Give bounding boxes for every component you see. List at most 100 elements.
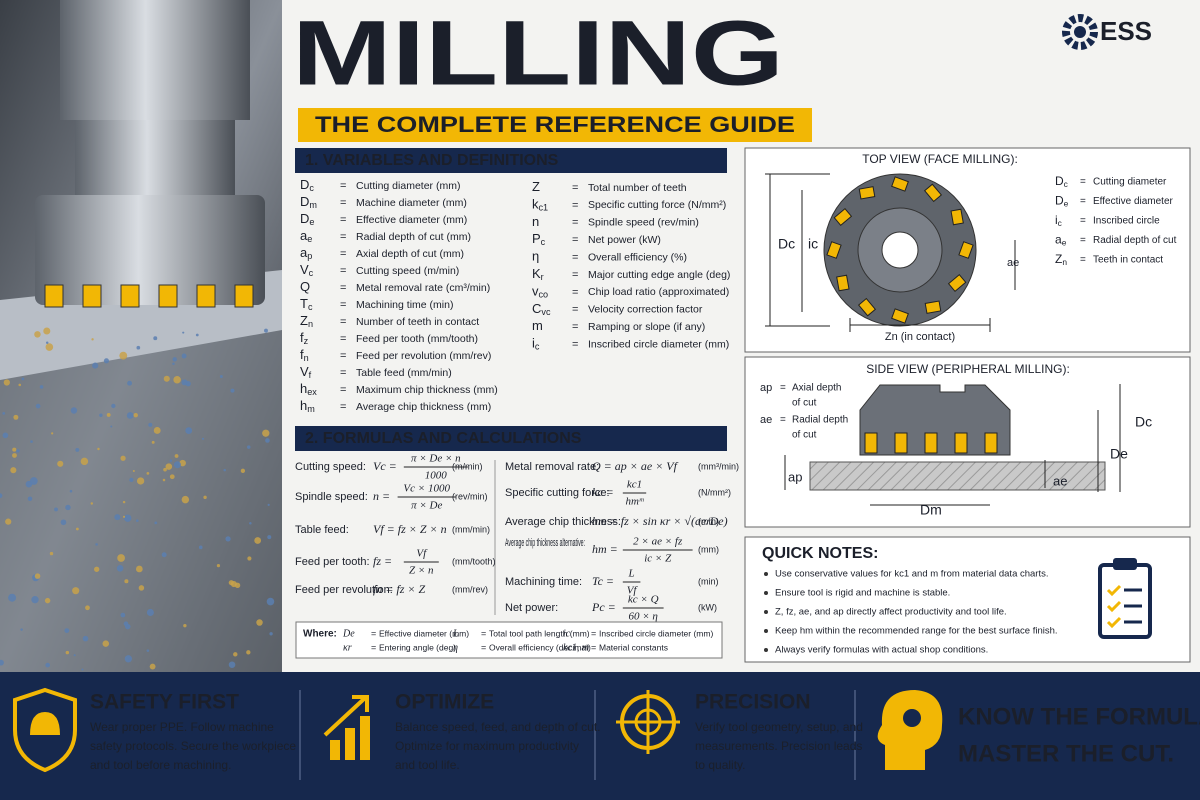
- chip: [0, 659, 4, 666]
- chip: [254, 537, 262, 544]
- dimension-label: ae: [1053, 473, 1067, 488]
- footer-text: and tool life.: [395, 758, 460, 772]
- symbol-main: D: [1055, 194, 1064, 208]
- dimension-label: Zn (in contact): [885, 331, 955, 343]
- definition: Ramping or slope (if any): [588, 321, 705, 333]
- chip: [122, 500, 126, 504]
- where-label: Where:: [303, 629, 337, 640]
- symbol: Vf: [300, 364, 312, 380]
- symbol-sub: n: [304, 353, 309, 363]
- chip: [148, 422, 153, 427]
- chip: [5, 518, 12, 525]
- symbol-sub: c: [535, 342, 540, 352]
- formula-label: Table feed:: [295, 524, 349, 536]
- separator: =: [1080, 235, 1086, 246]
- chip: [174, 454, 179, 458]
- symbol-sub: z: [304, 336, 309, 346]
- formula-label: Spindle speed:: [295, 491, 368, 503]
- chip: [43, 327, 51, 335]
- definition: Cutting diameter: [1093, 177, 1167, 188]
- chip: [264, 328, 268, 333]
- icon-cross: [616, 690, 680, 754]
- chip: [119, 351, 128, 360]
- chip: [225, 536, 231, 542]
- chip: [110, 425, 113, 428]
- symbol-main: V: [300, 262, 309, 277]
- chip: [228, 661, 236, 669]
- numerator: kc1: [627, 479, 642, 491]
- separator: =: [340, 384, 346, 396]
- cutter-hole: [881, 231, 919, 269]
- footer-band: [0, 672, 1200, 800]
- chip: [92, 362, 99, 369]
- denominator: hmᵐ: [625, 496, 643, 508]
- chip: [219, 374, 223, 378]
- symbol: ae: [760, 414, 772, 426]
- chip: [172, 357, 177, 362]
- unit: (N/mm²): [698, 487, 731, 497]
- clipboard: [1098, 563, 1152, 639]
- note: Z, fz, ae, and ap directly affect produc…: [775, 607, 1007, 618]
- symbol: ic: [563, 628, 571, 639]
- separator: =: [572, 286, 578, 298]
- formula-label: Feed per tooth:: [295, 556, 370, 568]
- chip: [183, 623, 187, 628]
- chip: [49, 551, 54, 556]
- formula-label: Net power:: [505, 602, 558, 614]
- formula: Q = ap × ae × Vf: [592, 459, 679, 473]
- chip: [54, 507, 58, 512]
- check: [1106, 600, 1122, 613]
- symbol-main: k: [532, 197, 539, 212]
- separator: =: [481, 628, 486, 638]
- separator: =: [481, 642, 486, 652]
- unit: (mm): [698, 544, 719, 554]
- symbol-main: v: [532, 284, 539, 299]
- separator: =: [340, 316, 346, 328]
- symbol-main: a: [300, 228, 308, 243]
- separator: =: [340, 367, 346, 379]
- symbol-sub: e: [1062, 238, 1067, 248]
- footer-title: SAFETY FIRST: [90, 691, 239, 714]
- insert: [947, 273, 967, 293]
- icon-helmet: [30, 712, 60, 735]
- chip: [132, 469, 135, 473]
- numerator: Vc × 1000: [403, 483, 450, 495]
- insert: [923, 183, 943, 203]
- symbol: De: [300, 211, 314, 227]
- symbol-sub: n: [308, 319, 313, 329]
- definition: Effective diameter (mm): [379, 628, 469, 638]
- symbol-main: Z: [300, 313, 308, 328]
- separator: =: [1080, 196, 1086, 207]
- formula-label: Metal removal rate:: [505, 461, 599, 473]
- note: Ensure tool is rigid and machine is stab…: [775, 588, 950, 599]
- chip: [146, 471, 150, 475]
- unit: (mm/tooth): [452, 556, 496, 566]
- chip: [75, 527, 79, 531]
- chip: [16, 449, 20, 453]
- chip: [117, 554, 125, 562]
- main-title: MILLING: [292, 2, 784, 104]
- panel-title: SIDE VIEW (PERIPHERAL MILLING):: [866, 362, 1070, 376]
- symbol-main: η: [532, 249, 539, 264]
- symbol-main: Z: [1055, 252, 1062, 266]
- dimension-label: Dc: [778, 236, 795, 252]
- symbol-sub: f: [309, 370, 312, 380]
- definition: Entering angle (deg): [379, 642, 456, 652]
- definition: Teeth in contact: [1093, 255, 1163, 266]
- definition: Maximum chip thickness (mm): [356, 384, 498, 396]
- note-text: of cut: [792, 430, 817, 441]
- footer-text: Optimize for maximum productivity: [395, 739, 579, 753]
- separator: =: [340, 231, 346, 243]
- chip: [103, 358, 110, 364]
- chip: [3, 379, 10, 386]
- logo-hub: [1074, 26, 1086, 38]
- definition: Effective diameter: [1093, 196, 1174, 207]
- definition: Number of teeth in contact: [356, 316, 479, 328]
- formula-lhs: Vc =: [373, 459, 397, 473]
- chip: [2, 412, 6, 415]
- chip: [203, 495, 207, 500]
- numerator: kc × Q: [628, 594, 659, 606]
- definition: Total tool path length (mm): [489, 628, 590, 638]
- footer-text: Verify tool geometry, setup, and: [695, 720, 863, 734]
- chip: [247, 556, 252, 561]
